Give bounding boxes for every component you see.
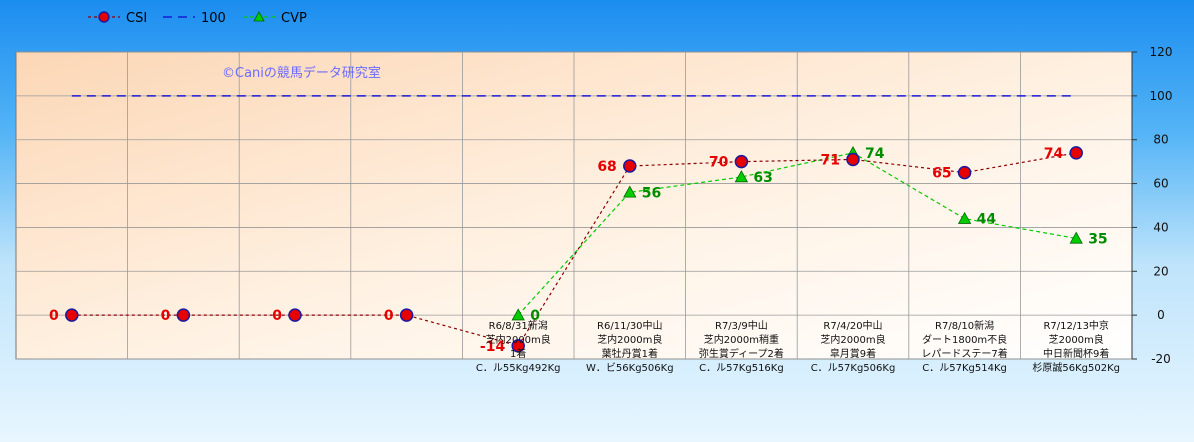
- category-label: 1着: [510, 347, 526, 360]
- y-axis: -20 0 20 40 60 80 100 120: [1131, 45, 1173, 366]
- csi-data-label: 70: [709, 155, 729, 171]
- cvp-point: [734, 170, 749, 183]
- category-label: R7/8/10新潟: [935, 319, 994, 332]
- legend-100-label: 100: [201, 11, 226, 26]
- category-label: 葉牡丹賞1着: [602, 347, 658, 360]
- category-label: 芝2000m良: [1049, 333, 1104, 346]
- category-label: ダート1800m不良: [922, 333, 1007, 346]
- cvp-data-label: 44: [977, 212, 997, 228]
- y-tick-label: 40: [1153, 220, 1168, 234]
- category-label: R7/4/20中山: [823, 319, 882, 332]
- y-tick-label: 120: [1150, 45, 1173, 59]
- csi-point: [1069, 146, 1083, 160]
- y-tick-label: -20: [1151, 352, 1171, 366]
- category-label: C．ル57Kg516Kg: [699, 363, 784, 374]
- cvp-data-label: 0: [530, 308, 540, 324]
- csi-data-label: 71: [821, 152, 840, 168]
- csi-data-label: 74: [1044, 146, 1064, 162]
- category-labels: R6/8/31新潟芝内2000m良1着C．ル55Kg492KgR6/11/30中…: [476, 319, 1120, 374]
- category-label: 芝内2000m良: [486, 333, 551, 346]
- csi-data-label: 0: [161, 308, 171, 324]
- cvp-point: [623, 185, 637, 198]
- category-label: C．ル57Kg514Kg: [922, 363, 1007, 374]
- csi-point: [399, 308, 414, 322]
- legend-csi-marker: [98, 11, 110, 23]
- y-tick-label: 0: [1157, 308, 1165, 322]
- legend-csi-label: CSI: [126, 11, 147, 26]
- csi-point: [846, 152, 860, 167]
- watermark: ©Caniの競馬データ研究室: [222, 65, 381, 81]
- csi-data-label: 0: [49, 308, 59, 324]
- cvp-point: [1069, 231, 1083, 244]
- y-tick-label: 80: [1153, 133, 1168, 147]
- legend: CSI 100 CVP: [88, 11, 307, 26]
- y-tick-label: 20: [1153, 264, 1168, 278]
- csi-point: [176, 308, 191, 322]
- category-label: レパードステー7着: [921, 347, 1007, 360]
- cvp-data-label: 35: [1088, 231, 1107, 247]
- category-label: 弥生賞ディープ2着: [699, 347, 784, 360]
- category-label: 中日新聞杯9着: [1043, 347, 1109, 360]
- series-layer: 0 56 63 74 44 35 0 0 0 0 -14 68 70 71 65 74: [49, 95, 1108, 355]
- category-label: 芝内2000m稍重: [704, 333, 779, 346]
- csi-data-label: 0: [272, 308, 282, 324]
- category-label: 皐月賞9着: [830, 347, 876, 360]
- y-tick-label: 100: [1150, 89, 1173, 103]
- category-label: R6/11/30中山: [597, 319, 663, 332]
- cvp-data-label: 63: [753, 170, 772, 186]
- category-label: 芝内2000m良: [597, 333, 662, 346]
- csi-point: [623, 159, 637, 173]
- y-tick-label: 60: [1153, 177, 1168, 191]
- csi-point: [734, 154, 749, 169]
- cvp-data-label: 74: [865, 146, 885, 162]
- cvp-point: [511, 308, 525, 321]
- csi-point: [511, 339, 525, 353]
- category-label: C．ル57Kg506Kg: [811, 363, 896, 374]
- csi-data-label: 65: [932, 166, 951, 182]
- csi-point: [65, 308, 79, 322]
- csi-point: [288, 308, 302, 322]
- category-label: 杉原誠56Kg502Kg: [1032, 361, 1120, 374]
- csi-data-label: 68: [597, 159, 616, 175]
- category-label: W．ビ56Kg506Kg: [586, 362, 674, 374]
- csi-data-label: -14: [480, 339, 506, 355]
- csi-point: [957, 165, 972, 180]
- category-label: R6/8/31新潟: [489, 319, 548, 332]
- csi-data-label: 0: [384, 308, 394, 324]
- cvp-data-label: 56: [642, 185, 661, 201]
- category-label: R7/3/9中山: [715, 319, 768, 332]
- series-cvp-line: [517, 152, 1077, 316]
- category-label: C．ル55Kg492Kg: [476, 363, 561, 374]
- cvp-point: [957, 211, 972, 224]
- category-label: 芝内2000m良: [820, 333, 885, 346]
- legend-cvp-label: CVP: [281, 11, 307, 26]
- category-label: R7/12/13中京: [1043, 319, 1109, 332]
- legend-cvp-marker: [253, 11, 265, 22]
